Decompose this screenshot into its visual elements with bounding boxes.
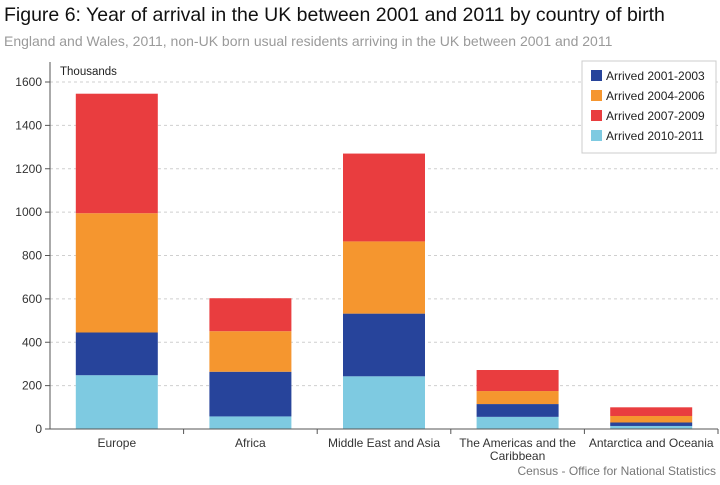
y-tick-label: 400 [22,335,42,349]
legend-label: Arrived 2007-2009 [606,109,705,123]
bar-segment [610,422,693,426]
bar-segment [209,371,292,417]
bar-segment [343,241,425,314]
bar-segment [343,376,425,429]
legend-swatch [591,110,602,121]
legend-swatch [591,130,602,141]
legend: Arrived 2001-2003 Arrived 2004-2006 Arrive… [581,60,717,154]
y-unit-label: Thousands [60,66,117,78]
x-tick-label: Middle East and Asia [328,436,440,450]
bar-segment [75,93,158,214]
bar-segment [75,213,158,333]
bar-segment [476,404,559,417]
bar-segment [476,370,559,392]
bar-segment [476,416,559,429]
bar-segment [75,332,158,376]
legend-label: Arrived 2001-2003 [606,69,705,83]
y-tick-label: 1000 [15,205,42,219]
bar-segment [610,425,693,429]
x-tick-label: Africa [235,436,266,450]
bars [75,93,693,429]
bar-segment [343,313,425,377]
y-tick-label: 1400 [15,118,42,132]
y-axis: 0 200 400 600 800 1000 1200 1400 1600 Thousands [15,62,117,436]
bar-segment [209,416,292,429]
y-tick-label: 200 [22,379,42,393]
bar-segment [343,153,425,242]
legend-swatch [591,70,602,81]
source-note: Census - Office for National Statistics [517,464,716,478]
bar-segment [75,375,158,429]
legend-swatch [591,90,602,101]
y-tick-label: 600 [22,292,42,306]
bar-segment [610,407,693,416]
x-axis: Europe Africa Middle East and Asia The Amer… [50,428,719,463]
x-tick-label: Antarctica and Oceania [589,436,714,450]
chart-subtitle: England and Wales, 2011, non-UK born usu… [4,33,613,49]
legend-label: Arrived 2004-2006 [606,89,705,103]
bar-segment [610,415,693,423]
x-tick-label: Europe [97,436,136,450]
y-tick-label: 800 [22,249,42,263]
y-tick-label: 0 [35,422,42,436]
bar-segment [209,331,292,372]
bar-segment [209,298,292,332]
chart-title: Figure 6: Year of arrival in the UK betw… [4,4,665,26]
legend-box [581,60,717,154]
bar-segment [476,391,559,405]
y-tick-label: 1600 [15,75,42,89]
x-tick-label: The Americas and the Caribbean [459,436,576,463]
y-tick-label: 1200 [15,162,42,176]
legend-label: Arrived 2010-2011 [606,129,704,143]
